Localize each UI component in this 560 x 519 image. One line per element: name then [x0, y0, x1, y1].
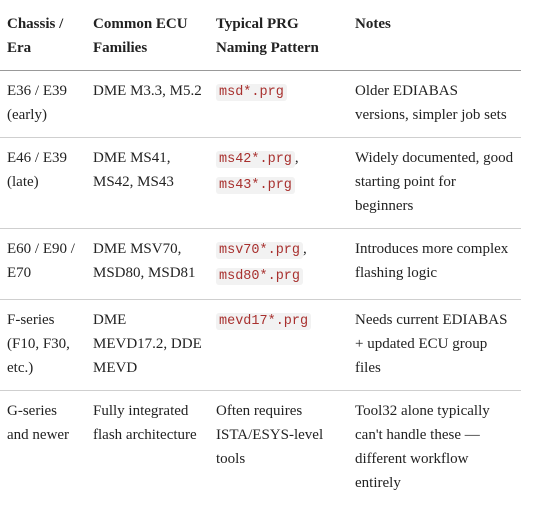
code-wrap: msd80*.prg [216, 263, 304, 289]
chassis-cell: E36 / E39 (early) [7, 83, 67, 123]
prg-pattern-cell: msv70*.prg , msd80*.prg [209, 229, 348, 300]
column-header: Chassis / Era [7, 16, 64, 56]
code-wrap: mevd17*.prg [216, 308, 312, 334]
ecu-families-cell: DME MSV70, MSD80, MSD81 [93, 241, 196, 281]
chassis-cell: F-series (F10, F30, etc.) [7, 312, 70, 376]
table-row: E36 / E39 (early) DME M3.3, M5.2 msd*.prg O… [0, 70, 521, 138]
page: Chassis / Era Common ECU Families Typical … [0, 10, 560, 519]
prg-pattern: mevd17*.prg [216, 313, 312, 330]
pattern-text: Often requires ISTA/ESYS-level tools [216, 403, 324, 467]
header-row: Chassis / Era Common ECU Families Typical … [0, 10, 521, 71]
prg-pattern: msd80*.prg [216, 268, 304, 285]
prg-pattern-cell: mevd17*.prg [209, 300, 348, 391]
pattern-text: , [303, 241, 307, 257]
prg-pattern-cell: Often requires ISTA/ESYS-level tools [209, 391, 348, 506]
table-body: E36 / E39 (early) DME M3.3, M5.2 msd*.prg O… [0, 70, 521, 506]
prg-pattern: msv70*.prg [216, 242, 304, 259]
code-wrap: msd*.prg [216, 79, 287, 105]
code-wrap: ms42*.prg [216, 146, 295, 172]
ecu-families-cell: Fully integrated flash architecture [93, 403, 197, 443]
prg-pattern: msd*.prg [216, 84, 287, 101]
chassis-cell: G-series and newer [7, 403, 70, 443]
prg-pattern: ms43*.prg [216, 177, 295, 194]
code-wrap: ms43*.prg [216, 172, 295, 198]
ecu-table: Chassis / Era Common ECU Families Typical … [0, 10, 521, 505]
notes-cell: Older EDIABAS versions, simpler job sets [355, 83, 507, 123]
pattern-text: , [294, 150, 299, 166]
table-row: E60 / E90 / E70 DME MSV70, MSD80, MSD81 ms… [0, 228, 521, 300]
notes-cell: Tool32 alone typically can't handle thes… [355, 403, 490, 491]
ecu-families-cell: DME MS41, MS42, MS43 [93, 150, 174, 190]
ecu-families-cell: DME MEVD17.2, DDE MEVD [93, 312, 202, 376]
table-row: E46 / E39 (late) DME MS41, MS42, MS43 ms42… [0, 137, 521, 229]
prg-pattern-cell: msd*.prg [209, 71, 348, 138]
table-row: G-series and newer Fully integrated flash… [0, 390, 521, 506]
table-row: F-series (F10, F30, etc.) DME MEVD17.2, D… [0, 299, 521, 391]
ecu-families-cell: DME M3.3, M5.2 [93, 83, 202, 99]
prg-pattern: ms42*.prg [216, 151, 295, 168]
notes-cell: Introduces more complex flashing logic [355, 241, 509, 281]
code-wrap: msv70*.prg [216, 237, 304, 263]
column-header: Common ECU Families [93, 16, 188, 56]
notes-cell: Widely documented, good starting point f… [355, 150, 514, 214]
notes-cell: Needs current EDIABAS + updated ECU grou… [355, 312, 508, 376]
column-header: Typical PRG Naming Pattern [216, 16, 319, 56]
prg-pattern-cell: ms42*.prg , ms43*.prg [209, 138, 348, 229]
column-header: Notes [355, 16, 391, 32]
chassis-cell: E46 / E39 (late) [7, 150, 67, 190]
chassis-cell: E60 / E90 / E70 [7, 241, 75, 281]
